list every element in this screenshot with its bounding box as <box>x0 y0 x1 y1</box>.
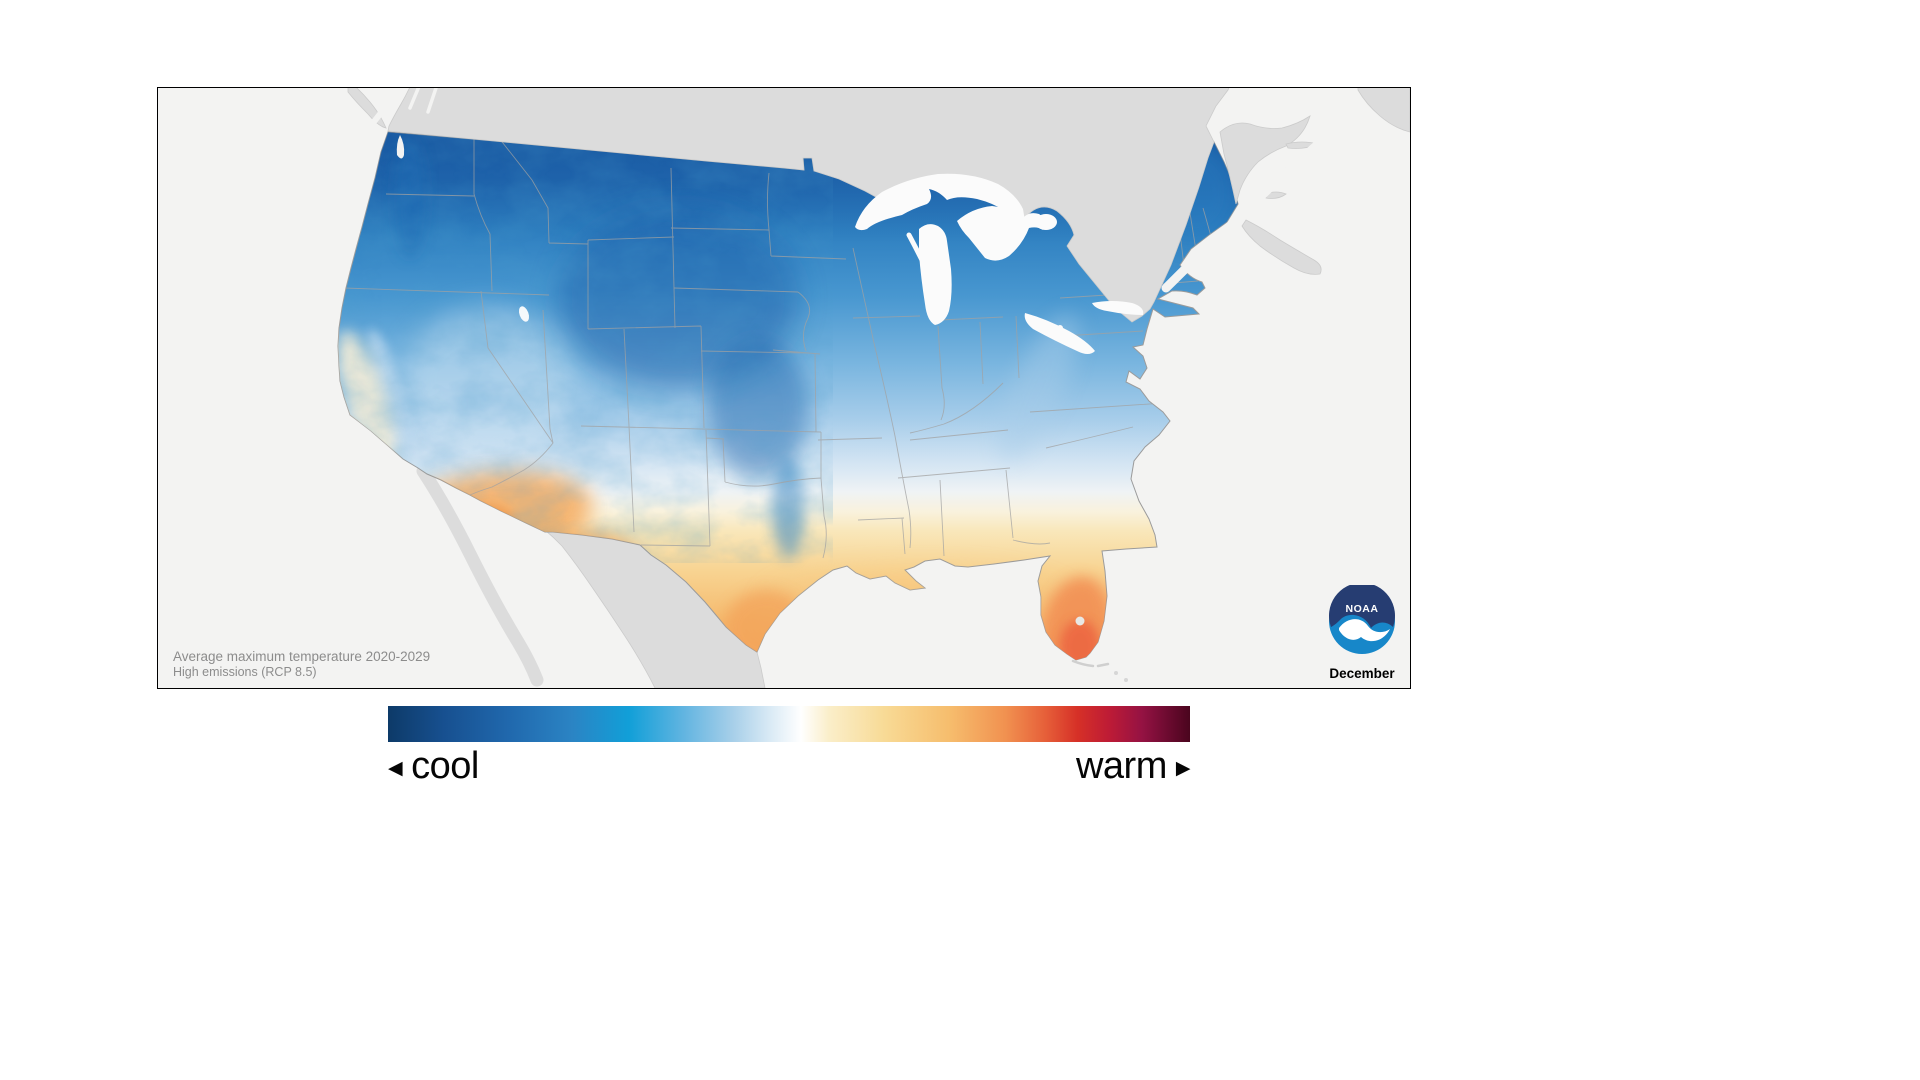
month-label: December <box>1329 666 1395 681</box>
colorbar-labels: ◀ cool warm ▶ <box>388 741 1191 791</box>
warm-label: warm <box>1075 744 1167 787</box>
noaa-logo-text: NOAA <box>1346 603 1379 615</box>
great-lakes <box>855 173 1144 354</box>
lake-michigan <box>919 224 952 325</box>
great-salt-lake <box>518 306 530 322</box>
lake-okeechobee <box>1075 616 1085 626</box>
warm-arrow-icon: ▶ <box>1175 757 1191 779</box>
state-borders <box>343 136 1216 559</box>
green-bay <box>906 232 929 271</box>
lake-superior <box>855 173 1025 231</box>
nova-scotia <box>1241 219 1322 275</box>
florida-keys-and-bahamas <box>1071 659 1128 682</box>
warm-label-group: warm ▶ <box>1075 744 1191 788</box>
us-temperature-map <box>337 88 1410 688</box>
prince-edward-island <box>1265 191 1287 199</box>
st-lawrence-river <box>1161 127 1337 293</box>
bc-fjord-channels <box>365 88 438 131</box>
caption-title: Average maximum temperature 2020-2029 <box>173 649 431 664</box>
newfoundland <box>1357 88 1410 133</box>
georgian-bay <box>1035 214 1057 230</box>
lake-erie <box>1024 313 1095 354</box>
map-caption: Average maximum temperature 2020-2029 Hi… <box>173 648 430 680</box>
gaspe-new-brunswick <box>1219 115 1311 205</box>
baja-california-peninsula <box>416 464 544 687</box>
puget-sound <box>396 135 405 159</box>
map-panel: Average maximum temperature 2020-2029 Hi… <box>157 87 1411 689</box>
lake-st-clair <box>1057 325 1063 331</box>
seagull-icon <box>1339 619 1390 642</box>
cool-arrow-icon: ◀ <box>388 757 403 779</box>
cool-label-group: ◀ cool <box>388 745 479 788</box>
noaa-logo-icon: NOAA <box>1329 582 1395 654</box>
temperature-colorbar <box>388 706 1190 742</box>
caption-scenario: High emissions (RCP 8.5) <box>173 665 317 679</box>
lake-huron <box>957 206 1045 261</box>
noaa-logo: NOAA <box>1327 582 1397 659</box>
lake-ontario <box>1092 301 1144 315</box>
cool-label: cool <box>411 744 479 787</box>
